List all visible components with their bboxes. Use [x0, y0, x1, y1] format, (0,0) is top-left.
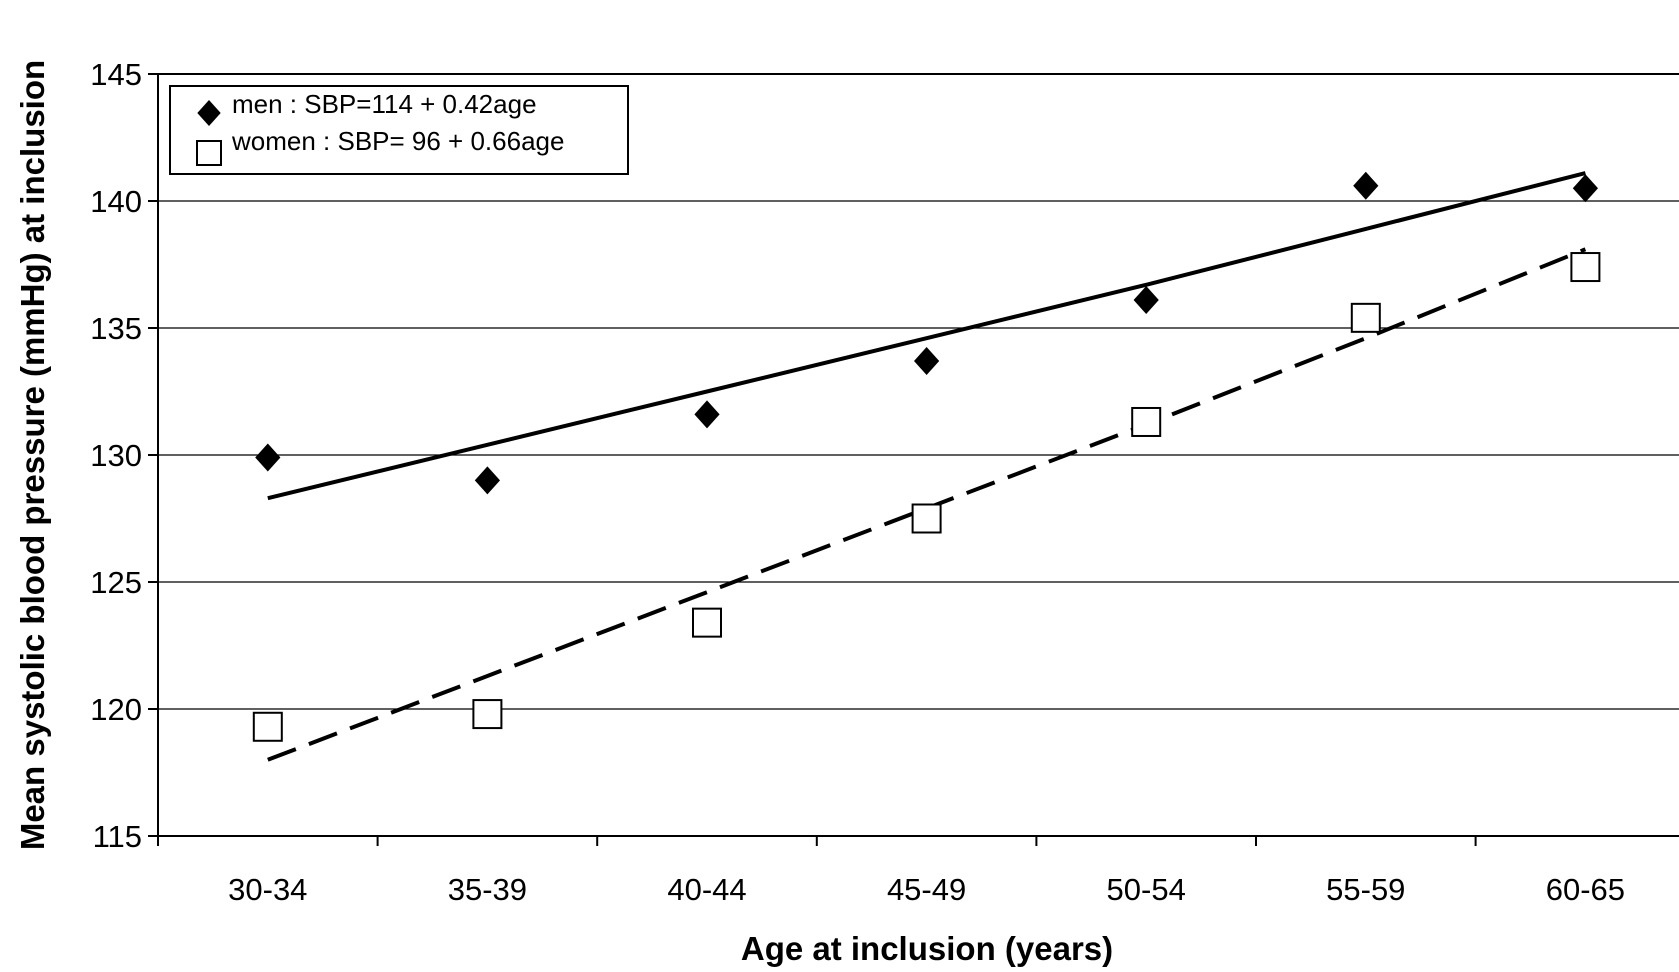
- x-tick-label: 55-59: [1326, 872, 1405, 907]
- y-tick-label: 145: [90, 57, 142, 92]
- legend-label-men: men : SBP=114 + 0.42age: [232, 89, 537, 119]
- point-men: [1353, 171, 1379, 200]
- point-women: [252, 711, 283, 742]
- data-points: [252, 171, 1601, 742]
- y-tick-label: 135: [90, 311, 142, 346]
- x-axis-title: Age at inclusion (years): [741, 930, 1113, 967]
- point-men: [1572, 174, 1598, 203]
- y-axis-title: Mean systolic blood pressure (mmHg) at i…: [14, 60, 51, 850]
- x-tick-label: 40-44: [667, 872, 746, 907]
- legend: men : SBP=114 + 0.42age women : SBP= 96 …: [169, 85, 629, 175]
- point-women: [472, 699, 503, 730]
- legend-box: [169, 85, 629, 175]
- point-men: [474, 466, 500, 495]
- legend-marker-women: [196, 140, 222, 166]
- y-tick-label: 115: [93, 819, 142, 854]
- y-tick-label: 125: [90, 565, 142, 600]
- point-women: [1570, 252, 1601, 283]
- point-men: [255, 443, 281, 472]
- point-women: [911, 503, 942, 534]
- x-tick-label: 35-39: [448, 872, 527, 907]
- point-women: [1350, 302, 1381, 333]
- y-tick-label: 120: [90, 692, 142, 727]
- point-women: [1131, 406, 1162, 437]
- x-axis-ticks: 30-34 35-39 40-44 45-49 50-54 55-59 60-65: [157, 836, 1625, 907]
- x-tick-label: 45-49: [887, 872, 966, 907]
- legend-label-women: women : SBP= 96 + 0.66age: [231, 126, 564, 156]
- x-tick-label: 60-65: [1546, 872, 1625, 907]
- point-women: [692, 607, 722, 638]
- y-tick-label: 130: [90, 438, 142, 473]
- point-men: [694, 400, 720, 429]
- point-men: [914, 347, 940, 376]
- y-tick-label: 140: [90, 184, 142, 219]
- x-tick-label: 30-34: [228, 872, 307, 907]
- y-axis-ticks: 115 120 125 130 135 140 145: [90, 57, 158, 854]
- trend-line-men: [267, 171, 1586, 501]
- trend-lines: [267, 171, 1587, 762]
- x-tick-label: 50-54: [1107, 872, 1186, 907]
- legend-marker-men: [197, 100, 221, 126]
- point-men: [1133, 286, 1159, 315]
